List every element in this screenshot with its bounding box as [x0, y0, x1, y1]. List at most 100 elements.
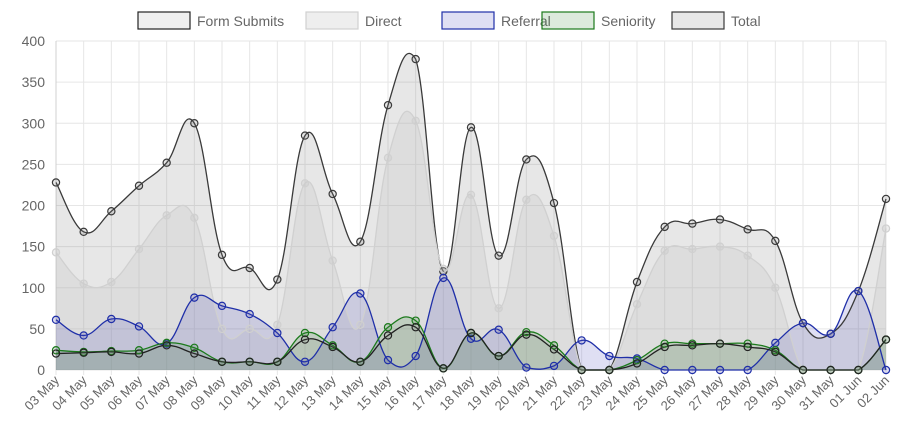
point-referral: [494, 325, 503, 334]
line-total: [55, 52, 887, 371]
point-referral: [383, 355, 393, 365]
legend-item-seniority[interactable]: Seniority: [541, 11, 655, 30]
legend-label: Total: [731, 13, 761, 29]
point-direct: [356, 320, 365, 329]
point-total: [51, 178, 61, 187]
point-form-submits: [881, 335, 891, 344]
point-direct: [51, 248, 61, 257]
point-seniority: [411, 316, 420, 325]
legend-swatch: [441, 11, 495, 30]
point-total: [881, 194, 891, 204]
point-direct: [660, 246, 669, 255]
point-total: [328, 189, 337, 199]
point-direct: [411, 116, 420, 125]
point-direct: [273, 320, 282, 329]
point-total: [771, 236, 780, 246]
gridlines: [55, 40, 887, 375]
point-seniority: [300, 328, 310, 338]
point-referral: [605, 351, 614, 361]
point-form-submits: [162, 341, 171, 350]
point-referral: [51, 315, 61, 325]
legend-swatch: [305, 11, 359, 30]
legend-label: Direct: [365, 13, 402, 29]
point-total: [107, 207, 116, 216]
y-tick-label: 200: [22, 198, 46, 214]
point-form-submits: [854, 365, 863, 375]
y-tick-label: 250: [22, 156, 46, 172]
y-axis: 0 50 100 150 200 250 300 350 400: [22, 33, 46, 378]
point-form-submits: [411, 323, 420, 332]
point-total: [411, 54, 420, 64]
area-total: [56, 53, 886, 371]
point-form-submits: [328, 342, 337, 352]
point-form-submits: [245, 357, 254, 366]
point-direct: [79, 279, 88, 288]
point-direct: [771, 283, 780, 292]
point-form-submits: [688, 341, 697, 350]
point-referral: [549, 361, 559, 371]
point-referral: [522, 363, 531, 372]
point-form-submits: [771, 347, 780, 357]
point-direct: [328, 256, 337, 265]
point-total: [217, 250, 227, 260]
legend-item-direct[interactable]: Direct: [305, 11, 402, 30]
point-form-submits: [715, 339, 725, 348]
point-total: [660, 222, 669, 232]
point-seniority: [522, 327, 531, 337]
point-form-submits: [743, 342, 752, 352]
point-form-submits: [134, 349, 144, 358]
point-total: [134, 181, 144, 190]
point-referral: [854, 286, 863, 296]
point-form-submits: [107, 347, 116, 357]
point-direct: [162, 211, 171, 220]
point-total: [743, 225, 752, 234]
point-direct: [300, 179, 310, 188]
point-referral: [217, 301, 227, 311]
point-direct: [549, 231, 559, 241]
point-total: [632, 277, 642, 287]
point-total: [162, 158, 171, 167]
point-referral: [826, 329, 835, 339]
point-total: [466, 123, 476, 132]
y-tick-label: 100: [22, 280, 46, 296]
point-total: [494, 251, 503, 260]
point-referral: [798, 318, 808, 328]
point-total: [549, 198, 559, 208]
point-direct: [881, 224, 891, 233]
point-total: [522, 155, 531, 164]
point-total: [245, 263, 254, 273]
legend-item-total[interactable]: Total: [671, 11, 761, 30]
point-referral: [245, 309, 254, 319]
point-referral: [688, 365, 697, 375]
legend-label: Form Submits: [197, 13, 284, 29]
area-form-submits: [56, 324, 886, 370]
legend-item-referral[interactable]: Referral: [441, 11, 551, 30]
point-referral: [300, 357, 310, 366]
legend: Form Submits Direct Referral Seniority Total: [137, 11, 761, 30]
point-form-submits: [190, 349, 199, 358]
point-form-submits: [522, 330, 531, 339]
series-points: [51, 54, 891, 375]
legend-item-form-submits[interactable]: Form Submits: [137, 11, 284, 30]
y-tick-label: 350: [22, 74, 46, 90]
point-referral: [715, 365, 725, 375]
point-referral: [328, 323, 337, 332]
point-referral: [660, 365, 669, 375]
point-referral: [439, 273, 448, 283]
y-tick-label: 50: [29, 321, 45, 337]
point-total: [383, 100, 393, 110]
point-referral: [273, 328, 282, 338]
point-direct: [715, 242, 725, 251]
point-form-submits: [798, 365, 808, 375]
point-direct: [632, 300, 642, 309]
point-referral: [107, 314, 116, 324]
point-referral: [743, 365, 752, 375]
point-form-submits: [660, 342, 669, 352]
point-form-submits: [632, 359, 642, 368]
point-direct: [383, 153, 393, 162]
point-form-submits: [51, 349, 61, 358]
point-total: [79, 227, 88, 237]
point-direct: [245, 324, 254, 334]
